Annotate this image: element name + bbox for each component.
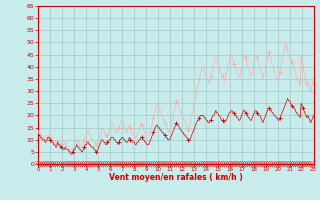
X-axis label: Vent moyen/en rafales ( km/h ): Vent moyen/en rafales ( km/h ) — [109, 173, 243, 182]
